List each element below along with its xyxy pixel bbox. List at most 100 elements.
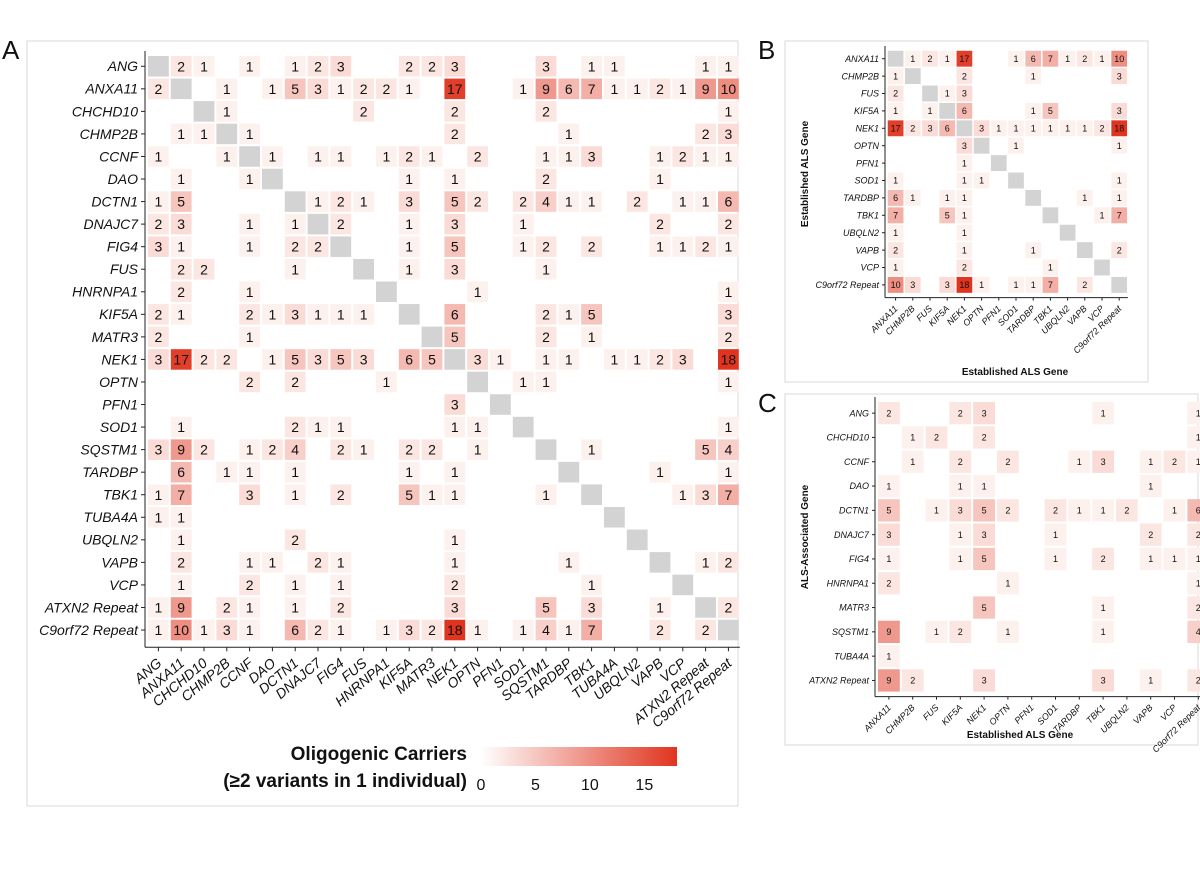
panel-a-cell-value: 2: [314, 239, 322, 255]
panel-a-cell-kif5a-sqstm1: [535, 304, 557, 325]
panel-a-cell-value: 2: [542, 306, 550, 322]
panel-b-cell-value: 7: [893, 211, 898, 221]
panel-b-row-label-optn: OPTN: [854, 141, 880, 151]
panel-c-cell-value: 1: [1148, 457, 1153, 467]
panel-b-cell-value: 1: [1065, 124, 1070, 134]
panel-a-cell-value: 3: [451, 216, 459, 232]
panel-a-cell-value: 4: [725, 442, 733, 458]
panel-a-cell-value: 2: [200, 351, 208, 367]
panel-c-row-label-matr3: MATR3: [839, 603, 869, 613]
panel-a-cell-value: 2: [656, 351, 664, 367]
panel-c-cell-value: 2: [1196, 603, 1200, 613]
panel-b-cell-value: 1: [1082, 124, 1087, 134]
panel-b-diagonal-cell: [973, 137, 990, 154]
panel-a-cell-ubqln2-nek1: [444, 529, 466, 551]
panel-a-diagonal-cell: [535, 439, 557, 460]
panel-a-cell-value: 2: [542, 239, 550, 255]
panel-a-cell-value: 1: [177, 419, 185, 435]
panel-a-cell-value: 1: [269, 306, 277, 322]
panel-a-cell-ang-ccnf: [239, 56, 260, 77]
panel-c-cell-value: 9: [886, 676, 891, 686]
panel-a-cell-value: 1: [725, 284, 733, 300]
panel-a-cell-value: 2: [725, 600, 733, 616]
panel-a-cell-tbk1-matr3: [421, 484, 443, 505]
panel-a-cell-sqstm1-atxn2-repeat: [695, 439, 716, 460]
panel-a-cell-fus-chchd10: [193, 258, 215, 280]
panel-b-cell-value: 7: [1048, 280, 1053, 290]
panel-b-cell-tardbp-c9orf72-repeat: [1111, 189, 1128, 206]
panel-b-cell-vcp-anxa11: [887, 259, 904, 276]
panel-b-cell-kif5a-c9orf72-repeat: [1111, 102, 1128, 119]
panel-a-cell-chchd10-c9orf72-repeat: [718, 101, 739, 122]
panel-a-cell-value: 1: [246, 554, 254, 570]
panel-a-cell-value: 2: [588, 239, 596, 255]
panel-a-cell-ccnf-fig4: [330, 146, 352, 167]
panel-b-cell-anxa11-vapb: [1076, 50, 1093, 67]
panel-a-cell-value: 1: [519, 239, 527, 255]
panel-a-cell-vcp-anxa11: [170, 574, 192, 596]
panel-a-cell-value: 2: [291, 419, 299, 435]
panel-a-cell-dctn1-tbk1: [581, 191, 602, 212]
panel-b-cell-pfn1-nek1: [956, 155, 973, 172]
panel-b-diagonal-cell: [887, 50, 904, 67]
panel-c-cell-fig4-vcp: [1163, 547, 1186, 571]
panel-c-cell-value: 1: [982, 481, 987, 491]
panel-a-cell-c9orf72-repeat-optn: [467, 619, 488, 641]
panel-b-cell-kif5a-tbk1: [1042, 102, 1059, 119]
panel-a-cell-dctn1-kif5a: [398, 191, 420, 212]
panel-b-cell-nek1-optn: [973, 120, 990, 137]
panel-a-cell-tardbp-ccnf: [239, 461, 260, 483]
panel-b-cell-value: 3: [927, 124, 932, 134]
panel-b-diagonal-cell: [990, 155, 1007, 172]
panel-a-cell-sqstm1-matr3: [421, 439, 443, 460]
panel-b-cell-ubqln2-anxa11: [887, 224, 904, 241]
panel-c-cell-value: 1: [1196, 578, 1200, 588]
panel-a-cell-tbk1-kif5a: [398, 484, 420, 505]
panel-c-row-label-ang: ANG: [848, 408, 869, 418]
panel-a-cell-value: 2: [200, 442, 208, 458]
panel-b-cell-value: 1: [1031, 124, 1036, 134]
panel-a-cell-value: 18: [721, 351, 737, 367]
panel-b-cell-ubqln2-nek1: [956, 224, 973, 241]
panel-a-row-label-anxa11: ANXA11: [84, 81, 138, 97]
panel-a-diagonal-cell: [398, 304, 420, 325]
panel-a-cell-vapb-fig4: [330, 552, 352, 573]
panel-a-cell-value: 1: [519, 374, 527, 390]
panel-a-cell-tardbp-vapb: [649, 461, 671, 483]
panel-b-cell-value: 1: [1117, 193, 1122, 203]
panel-c-cell-value: 1: [910, 457, 915, 467]
panel-a-cell-value: 7: [177, 487, 185, 503]
panel-c-cell-fig4-nek1: [973, 547, 995, 571]
panel-b-cell-vapb-c9orf72-repeat: [1111, 242, 1128, 259]
panel-b-cell-nek1-pfn1: [990, 120, 1007, 137]
panel-c-cell-value: 1: [910, 433, 915, 443]
panel-a-cell-value: 2: [314, 554, 322, 570]
panel-a-cell-ccnf-atxn2-repeat: [695, 146, 716, 167]
panel-c-letter: C: [758, 388, 777, 418]
panel-a-cell-optn-hnrnpa1: [376, 371, 397, 393]
panel-b-cell-nek1-fus: [922, 120, 938, 137]
panel-b-cell-value: 1: [945, 54, 950, 64]
panel-a-cell-value: 1: [223, 149, 231, 165]
panel-a-diagonal-cell: [330, 236, 352, 257]
panel-c-cell-value: 1: [1077, 506, 1082, 516]
panel-a-cell-anxa11-kif5a: [398, 78, 420, 100]
panel-c-cell-value: 1: [958, 530, 963, 540]
panel-c-cell-sqstm1-anxa11: [878, 620, 900, 643]
panel-b-cell-value: 1: [979, 280, 984, 290]
panel-c-cell-value: 1: [1172, 554, 1177, 564]
panel-b-cell-value: 3: [1117, 106, 1122, 116]
panel-a-cell-c9orf72-repeat-chchd10: [193, 619, 215, 641]
panel-b-cell-fus-kif5a: [939, 85, 956, 102]
panel-a-cell-ccnf-optn: [467, 146, 488, 167]
panel-c-cell-atxn2-repeat-tbk1: [1092, 669, 1114, 692]
panel-b-cell-value: 3: [962, 141, 967, 151]
panel-a-cell-value: 5: [588, 306, 596, 322]
panel-a-cell-value: 3: [588, 600, 596, 616]
panel-a-cell-c9orf72-repeat-sod1: [512, 619, 534, 641]
panel-a-cell-c9orf72-repeat-vapb: [649, 619, 671, 641]
panel-a-cell-value: 18: [447, 622, 463, 638]
panel-a-cell-anxa11-tuba4a: [604, 78, 625, 100]
panel-a-diagonal-cell: [558, 461, 580, 483]
panel-a-cell-value: 1: [383, 374, 391, 390]
